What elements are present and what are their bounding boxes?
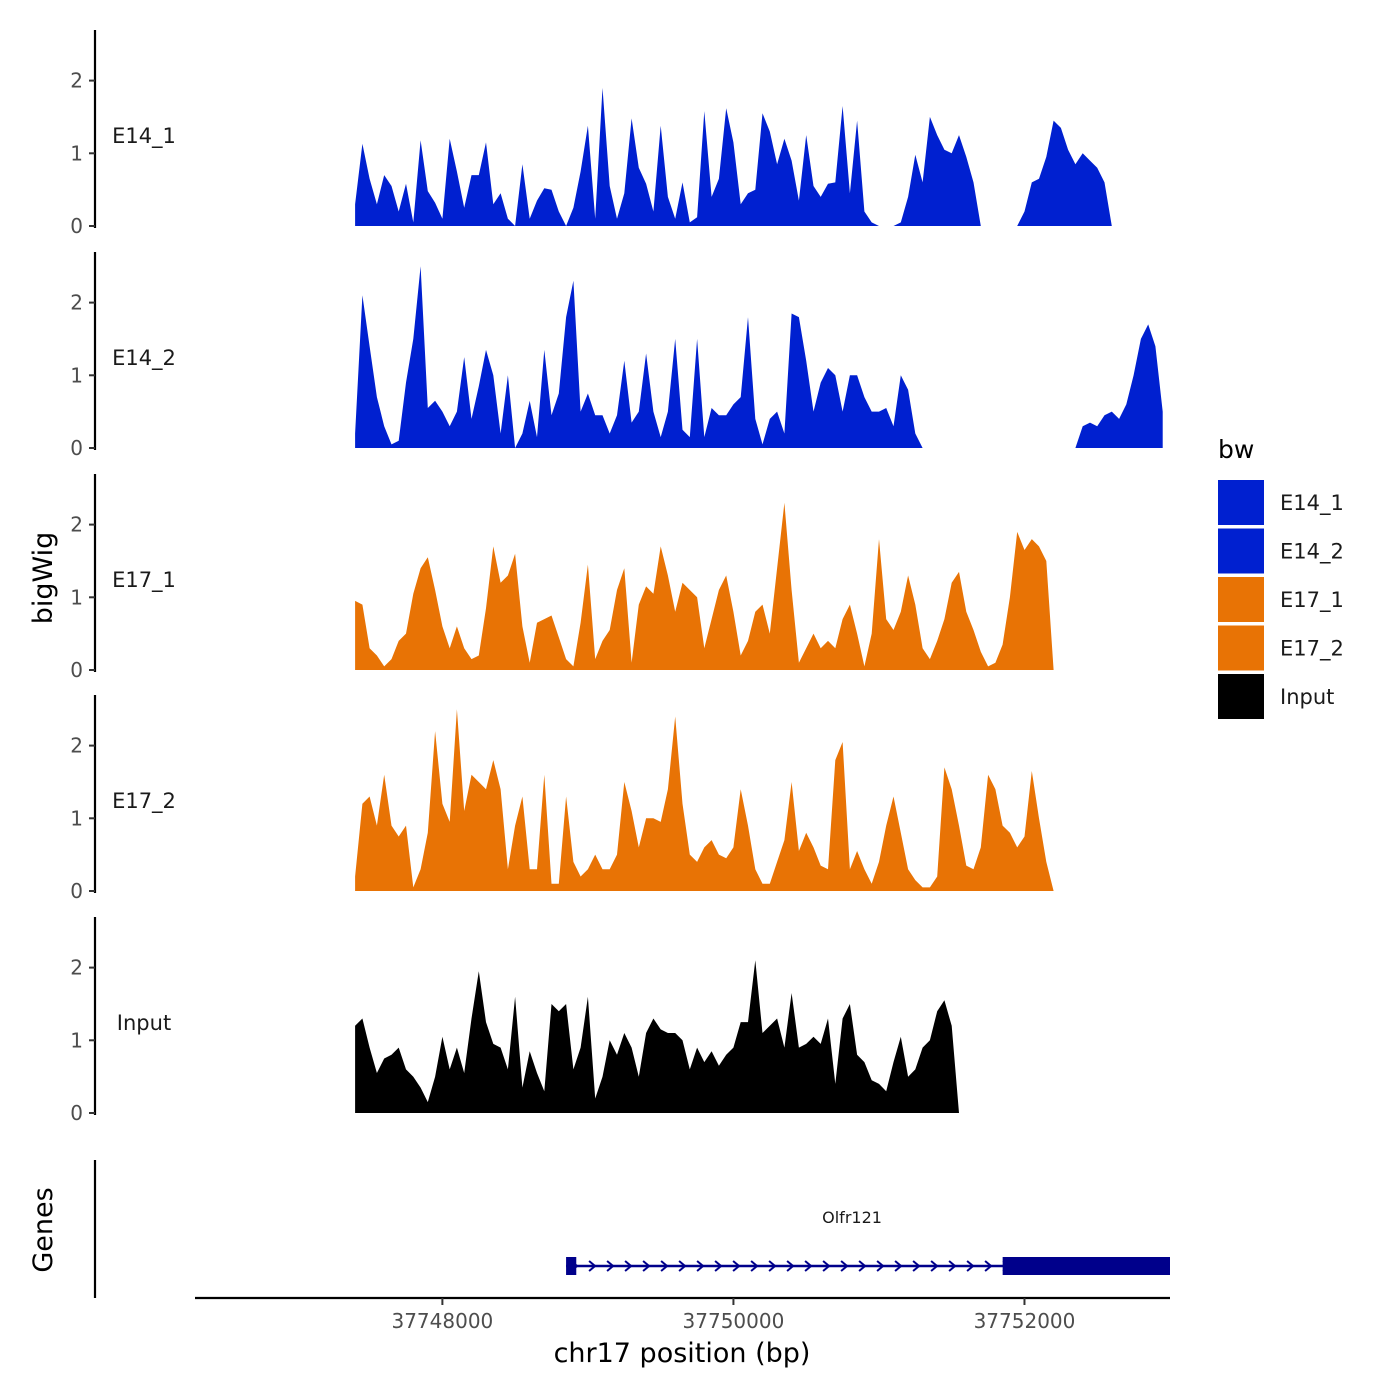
strand-arrow (840, 1260, 849, 1272)
signal-area-E14_1 (355, 87, 1163, 227)
y-tick-label: 2 (70, 69, 83, 93)
strand-arrow (696, 1260, 705, 1272)
y-tick-label: 2 (70, 513, 83, 537)
track-panel-E14_2: 0 1 2 E14_2 (70, 252, 1163, 460)
y-tick-label: 1 (70, 1028, 83, 1052)
y-tick-label: 2 (70, 291, 83, 315)
strand-arrow (858, 1260, 867, 1272)
legend-swatch (1218, 528, 1264, 574)
legend-label: E17_1 (1280, 588, 1344, 613)
y-tick-label: 0 (70, 1101, 83, 1125)
strand-arrow (588, 1260, 597, 1272)
strand-arrow (750, 1260, 759, 1272)
y-tick-label: 0 (70, 879, 83, 903)
strand-arrow (660, 1260, 669, 1272)
strand-arrow (984, 1260, 993, 1272)
track-panel-Input: 0 1 2 Input (70, 917, 1163, 1125)
legend-item-E14_1: E14_1 (1218, 480, 1344, 525)
y-tick-label: 0 (70, 436, 83, 460)
track-label-E17_1: E17_1 (112, 568, 176, 593)
gene-exon (566, 1257, 577, 1275)
signal-area-Input (355, 960, 1163, 1113)
x-tick-label: 37748000 (391, 1309, 493, 1333)
strand-arrow (768, 1260, 777, 1272)
legend-swatch (1218, 480, 1264, 525)
strand-arrow (642, 1260, 651, 1272)
y-tick-label: 0 (70, 658, 83, 682)
strand-arrow (912, 1260, 921, 1272)
y-tick-label: 2 (70, 734, 83, 758)
gene-exon (1002, 1257, 1170, 1275)
y-tick-label: 1 (70, 806, 83, 830)
gene-track: Olfr121 (93, 1160, 1170, 1298)
gene-label: Olfr121 (822, 1208, 882, 1227)
legend-item-E17_2: E17_2 (1218, 625, 1344, 671)
track-panel-E17_2: 0 1 2 E17_2 (70, 695, 1163, 903)
signal-area-E17_2 (355, 709, 1163, 891)
strand-arrow (606, 1260, 615, 1272)
strand-arrow (966, 1260, 975, 1272)
genes-axis-title: Genes (28, 1187, 59, 1272)
signal-area-E14_2 (355, 266, 1163, 448)
legend-swatch (1218, 625, 1264, 671)
legend-title: bw (1218, 435, 1254, 464)
legend-item-Input: Input (1218, 674, 1334, 719)
x-axis-title: chr17 position (bp) (554, 1338, 811, 1369)
strand-arrow (894, 1260, 903, 1272)
x-axis: 37748000 37750000 37752000 (195, 1296, 1170, 1333)
track-label-E17_2: E17_2 (112, 789, 176, 814)
strand-arrow (948, 1260, 957, 1272)
y-tick-label: 2 (70, 956, 83, 980)
y-axis-title: bigWig (28, 532, 59, 625)
y-tick-label: 1 (70, 141, 83, 165)
track-panel-E14_1: 0 1 2 E14_1 (70, 30, 1163, 238)
y-tick-label: 1 (70, 363, 83, 387)
legend-swatch (1218, 674, 1264, 719)
legend-label: Input (1280, 685, 1334, 709)
legend: bw E14_1 E14_2 E17_1 E17_2 Input (1218, 435, 1344, 719)
strand-arrow (930, 1260, 939, 1272)
track-label-Input: Input (117, 1011, 171, 1035)
x-tick-label: 37750000 (683, 1309, 785, 1333)
strand-arrow (804, 1260, 813, 1272)
legend-item-E14_2: E14_2 (1218, 528, 1344, 574)
legend-label: E17_2 (1280, 637, 1344, 662)
x-tick-label: 37752000 (974, 1309, 1076, 1333)
legend-swatch (1218, 577, 1264, 622)
strand-arrow (678, 1260, 687, 1272)
strand-arrow (786, 1260, 795, 1272)
track-panel-E17_1: 0 1 2 E17_1 (70, 474, 1163, 682)
legend-label: E14_1 (1280, 491, 1344, 516)
strand-arrow (876, 1260, 885, 1272)
gene-Olfr121: Olfr121 (566, 1208, 1170, 1275)
strand-arrow (822, 1260, 831, 1272)
y-tick-label: 0 (70, 214, 83, 238)
legend-item-E17_1: E17_1 (1218, 577, 1344, 622)
signal-area-E17_1 (355, 502, 1163, 670)
signal-tracks: 0 1 2 E14_1 0 1 2 E14_2 0 1 2 E17_1 0 1 2 E17_2 0 1 2 Input (70, 30, 1163, 1125)
y-tick-label: 1 (70, 585, 83, 609)
strand-arrow (624, 1260, 633, 1272)
track-label-E14_2: E14_2 (112, 346, 176, 371)
legend-label: E14_2 (1280, 540, 1344, 565)
strand-arrow (732, 1260, 741, 1272)
track-label-E14_1: E14_1 (112, 124, 176, 149)
strand-arrow (714, 1260, 723, 1272)
